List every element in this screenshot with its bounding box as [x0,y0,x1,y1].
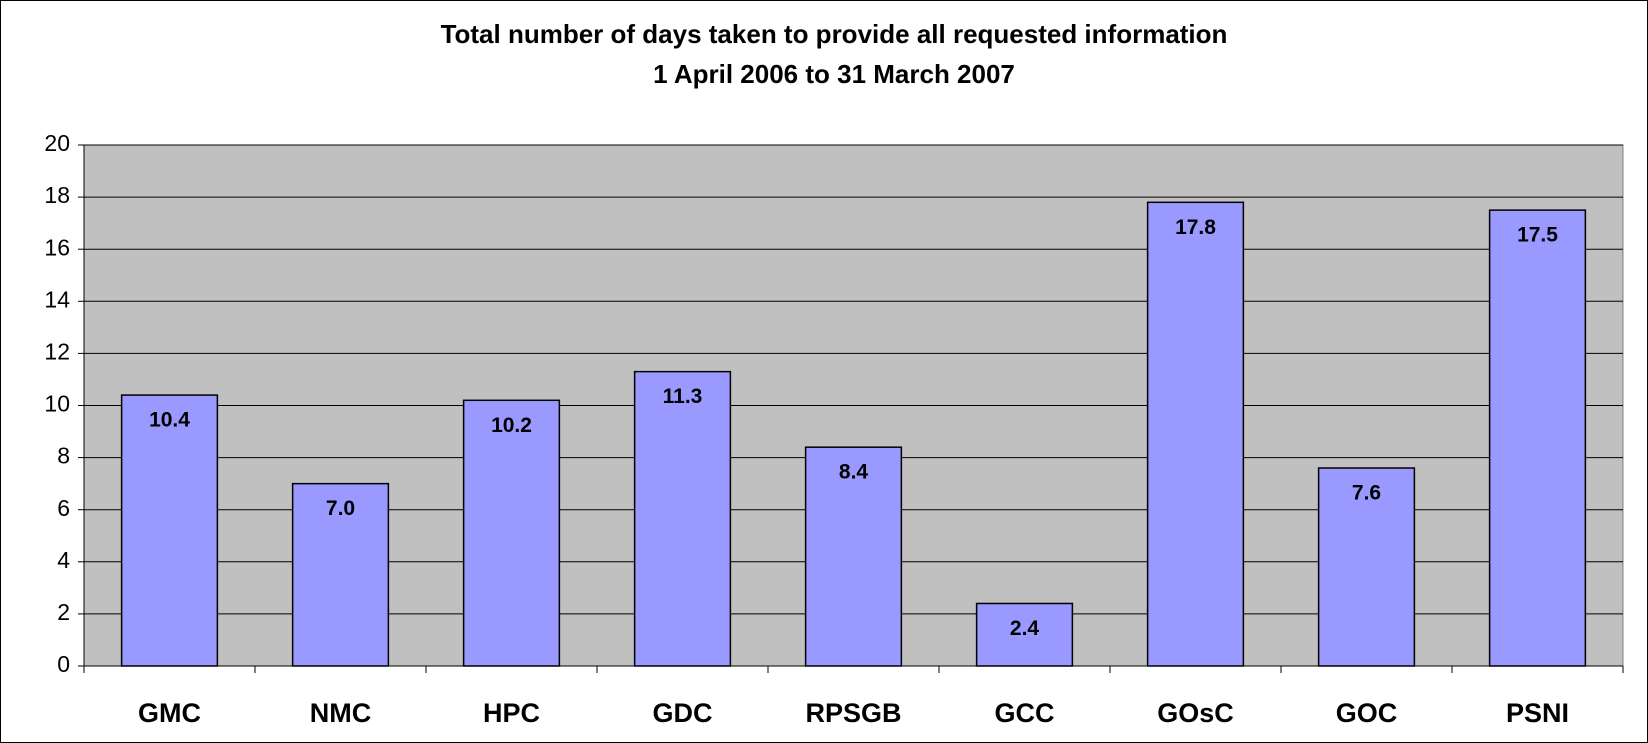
data-label: 7.6 [1352,482,1381,505]
x-tick-label: PSNI [1506,698,1569,728]
x-tick-label: GOsC [1157,698,1234,728]
data-label: 10.4 [149,409,190,432]
bar [120,394,219,667]
x-tick-label: GDC [653,698,713,728]
x-tick-label: NMC [310,698,372,728]
y-tick-label: 10 [44,391,70,417]
data-label: 11.3 [663,385,703,408]
y-tick-label: 20 [44,130,70,156]
x-tick-label: RPSGB [805,698,901,728]
data-label: 7.0 [326,497,355,520]
data-label: 10.2 [491,414,532,437]
y-tick-label: 6 [57,495,70,521]
x-tick-label: GCC [995,698,1055,728]
bar [975,602,1074,667]
chart-subtitle: 1 April 2006 to 31 March 2007 [653,59,1015,89]
x-tick-label: GMC [138,698,201,728]
bar [291,482,390,667]
x-tick-label: GOC [1336,698,1398,728]
y-tick-label: 8 [57,443,70,469]
y-tick-label: 16 [44,234,70,260]
y-tick-label: 14 [44,286,70,312]
bar [804,446,903,667]
chart-title: Total number of days taken to provide al… [441,19,1228,49]
data-label: 8.4 [839,461,869,484]
y-tick-label: 0 [57,651,70,677]
bar [1488,209,1587,667]
bar [1317,467,1416,667]
y-tick-label: 4 [57,547,70,573]
x-tick-label: HPC [483,698,540,728]
data-label: 2.4 [1010,617,1040,640]
y-tick-label: 2 [57,599,70,625]
bar [633,370,732,667]
bar [462,399,561,667]
y-tick-label: 18 [44,182,70,208]
bar [1146,201,1245,667]
data-label: 17.8 [1175,216,1216,239]
data-label: 17.5 [1517,224,1558,247]
y-tick-label: 12 [44,338,70,364]
